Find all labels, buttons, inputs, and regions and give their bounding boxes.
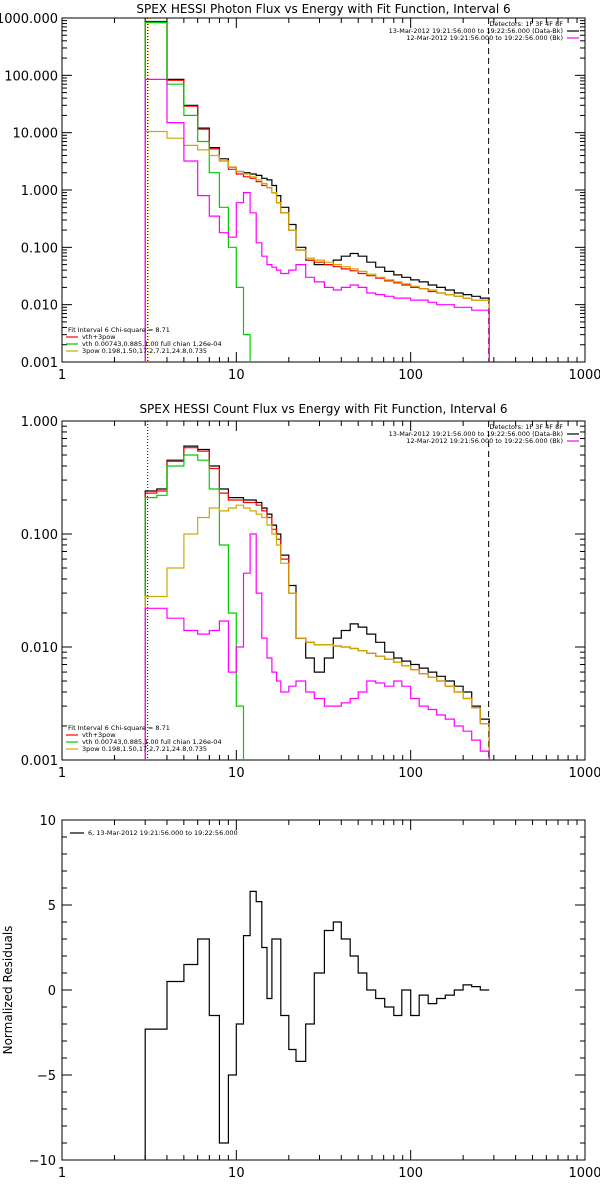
x-tick-label: 100 — [398, 1166, 423, 1181]
x-tick-label: 1000 — [568, 368, 600, 383]
x-tick-label: 1000 — [568, 766, 600, 781]
fit-legend-text: 3pow 0.198,1.50,17.2,7.21,24.8,0.735 — [82, 347, 207, 355]
x-tick-label: 1 — [58, 766, 66, 781]
fit-legend-text: 3pow 0.198,1.50,17.2,7.21,24.8,0.735 — [82, 745, 207, 753]
y-tick-label: −5 — [37, 1069, 56, 1084]
x-tick-label: 10 — [228, 368, 245, 383]
series-line-1 — [144, 890, 490, 1160]
plot-frame — [61, 420, 586, 761]
y-tick-label: 0.010 — [21, 299, 58, 314]
y-tick-label: 0.100 — [21, 241, 58, 256]
series-line-5 — [144, 533, 490, 760]
y-tick-label: 5 — [48, 899, 56, 914]
y-tick-label: −10 — [29, 1154, 56, 1169]
header-text: 12-Mar-2012 19:21:56.000 to 19:22:56.000… — [406, 34, 563, 42]
y-axis-label: Normalized Residuals — [1, 926, 15, 1055]
series-line-5 — [144, 78, 490, 362]
x-tick-label: 10 — [228, 1166, 245, 1181]
y-tick-label: 0.010 — [21, 641, 58, 656]
x-tick-label: 100 — [398, 368, 423, 383]
fit-legend-text: Fit Interval 6 Chi-square = 8.71 — [68, 326, 170, 334]
y-tick-label: 10 — [39, 814, 56, 829]
series-line-3 — [144, 22, 251, 362]
y-tick-label: 0 — [48, 984, 56, 999]
header-text: Detectors: 1F 3F 4F 8F — [489, 423, 563, 431]
y-tick-label: 100.000 — [4, 69, 58, 84]
x-tick-label: 1 — [58, 1166, 66, 1181]
fit-legend-text: vth 0.00743,0.885,1.00 full chian 1.26e-… — [82, 738, 222, 746]
series-line-3 — [144, 454, 251, 760]
header-text: 12-Mar-2012 19:21:56.000 to 19:22:56.000… — [406, 437, 563, 445]
series-line-1 — [144, 20, 490, 362]
x-tick-label: 1 — [58, 368, 66, 383]
series-line-4 — [144, 130, 490, 362]
chart-panel-2: SPEX HESSI Count Flux vs Energy with Fit… — [21, 402, 600, 781]
y-tick-label: 0.001 — [21, 356, 58, 371]
chart-title: SPEX HESSI Photon Flux vs Energy with Fi… — [136, 2, 510, 16]
y-tick-label: 0.001 — [21, 754, 58, 769]
plot-frame — [61, 17, 586, 363]
plot-frame — [61, 819, 586, 1161]
y-tick-label: 1.000 — [21, 415, 58, 430]
y-tick-label: 1000.000 — [0, 12, 58, 27]
y-tick-label: 10.000 — [13, 127, 59, 142]
fit-legend-text: vth+3pow — [82, 731, 116, 739]
fit-legend-text: vth+3pow — [82, 333, 116, 341]
legend-text: 6, 13-Mar-2012 19:21:56.000 to 19:22:56.… — [88, 829, 238, 837]
x-tick-label: 1000 — [568, 1166, 600, 1181]
chart-panel-1: SPEX HESSI Photon Flux vs Energy with Fi… — [0, 2, 600, 383]
y-tick-label: 1.000 — [21, 184, 58, 199]
series-line-2 — [144, 447, 490, 760]
fit-legend-text: vth 0.00743,0.885,1.00 full chian 1.26e-… — [82, 340, 222, 348]
x-tick-label: 100 — [398, 766, 423, 781]
x-tick-label: 10 — [228, 766, 245, 781]
y-tick-label: 0.100 — [21, 528, 58, 543]
series-line-1 — [144, 445, 490, 760]
series-line-4 — [144, 504, 490, 760]
header-text: 13-Mar-2012 19:21:56.000 to 19:22:56.000… — [389, 27, 563, 35]
series-line-2 — [144, 21, 490, 362]
header-text: Detectors: 1F 3F 4F 8F — [489, 20, 563, 28]
chart-panel-3: 1 10 100 1000 10 5 0 −5 −10 Normalized Residuals 6… — [1, 814, 600, 1181]
fit-legend-text: Fit Interval 6 Chi-square = 8.71 — [68, 724, 170, 732]
header-text: 13-Mar-2012 19:21:56.000 to 19:22:56.000… — [389, 430, 563, 438]
chart-title: SPEX HESSI Count Flux vs Energy with Fit… — [139, 402, 507, 416]
